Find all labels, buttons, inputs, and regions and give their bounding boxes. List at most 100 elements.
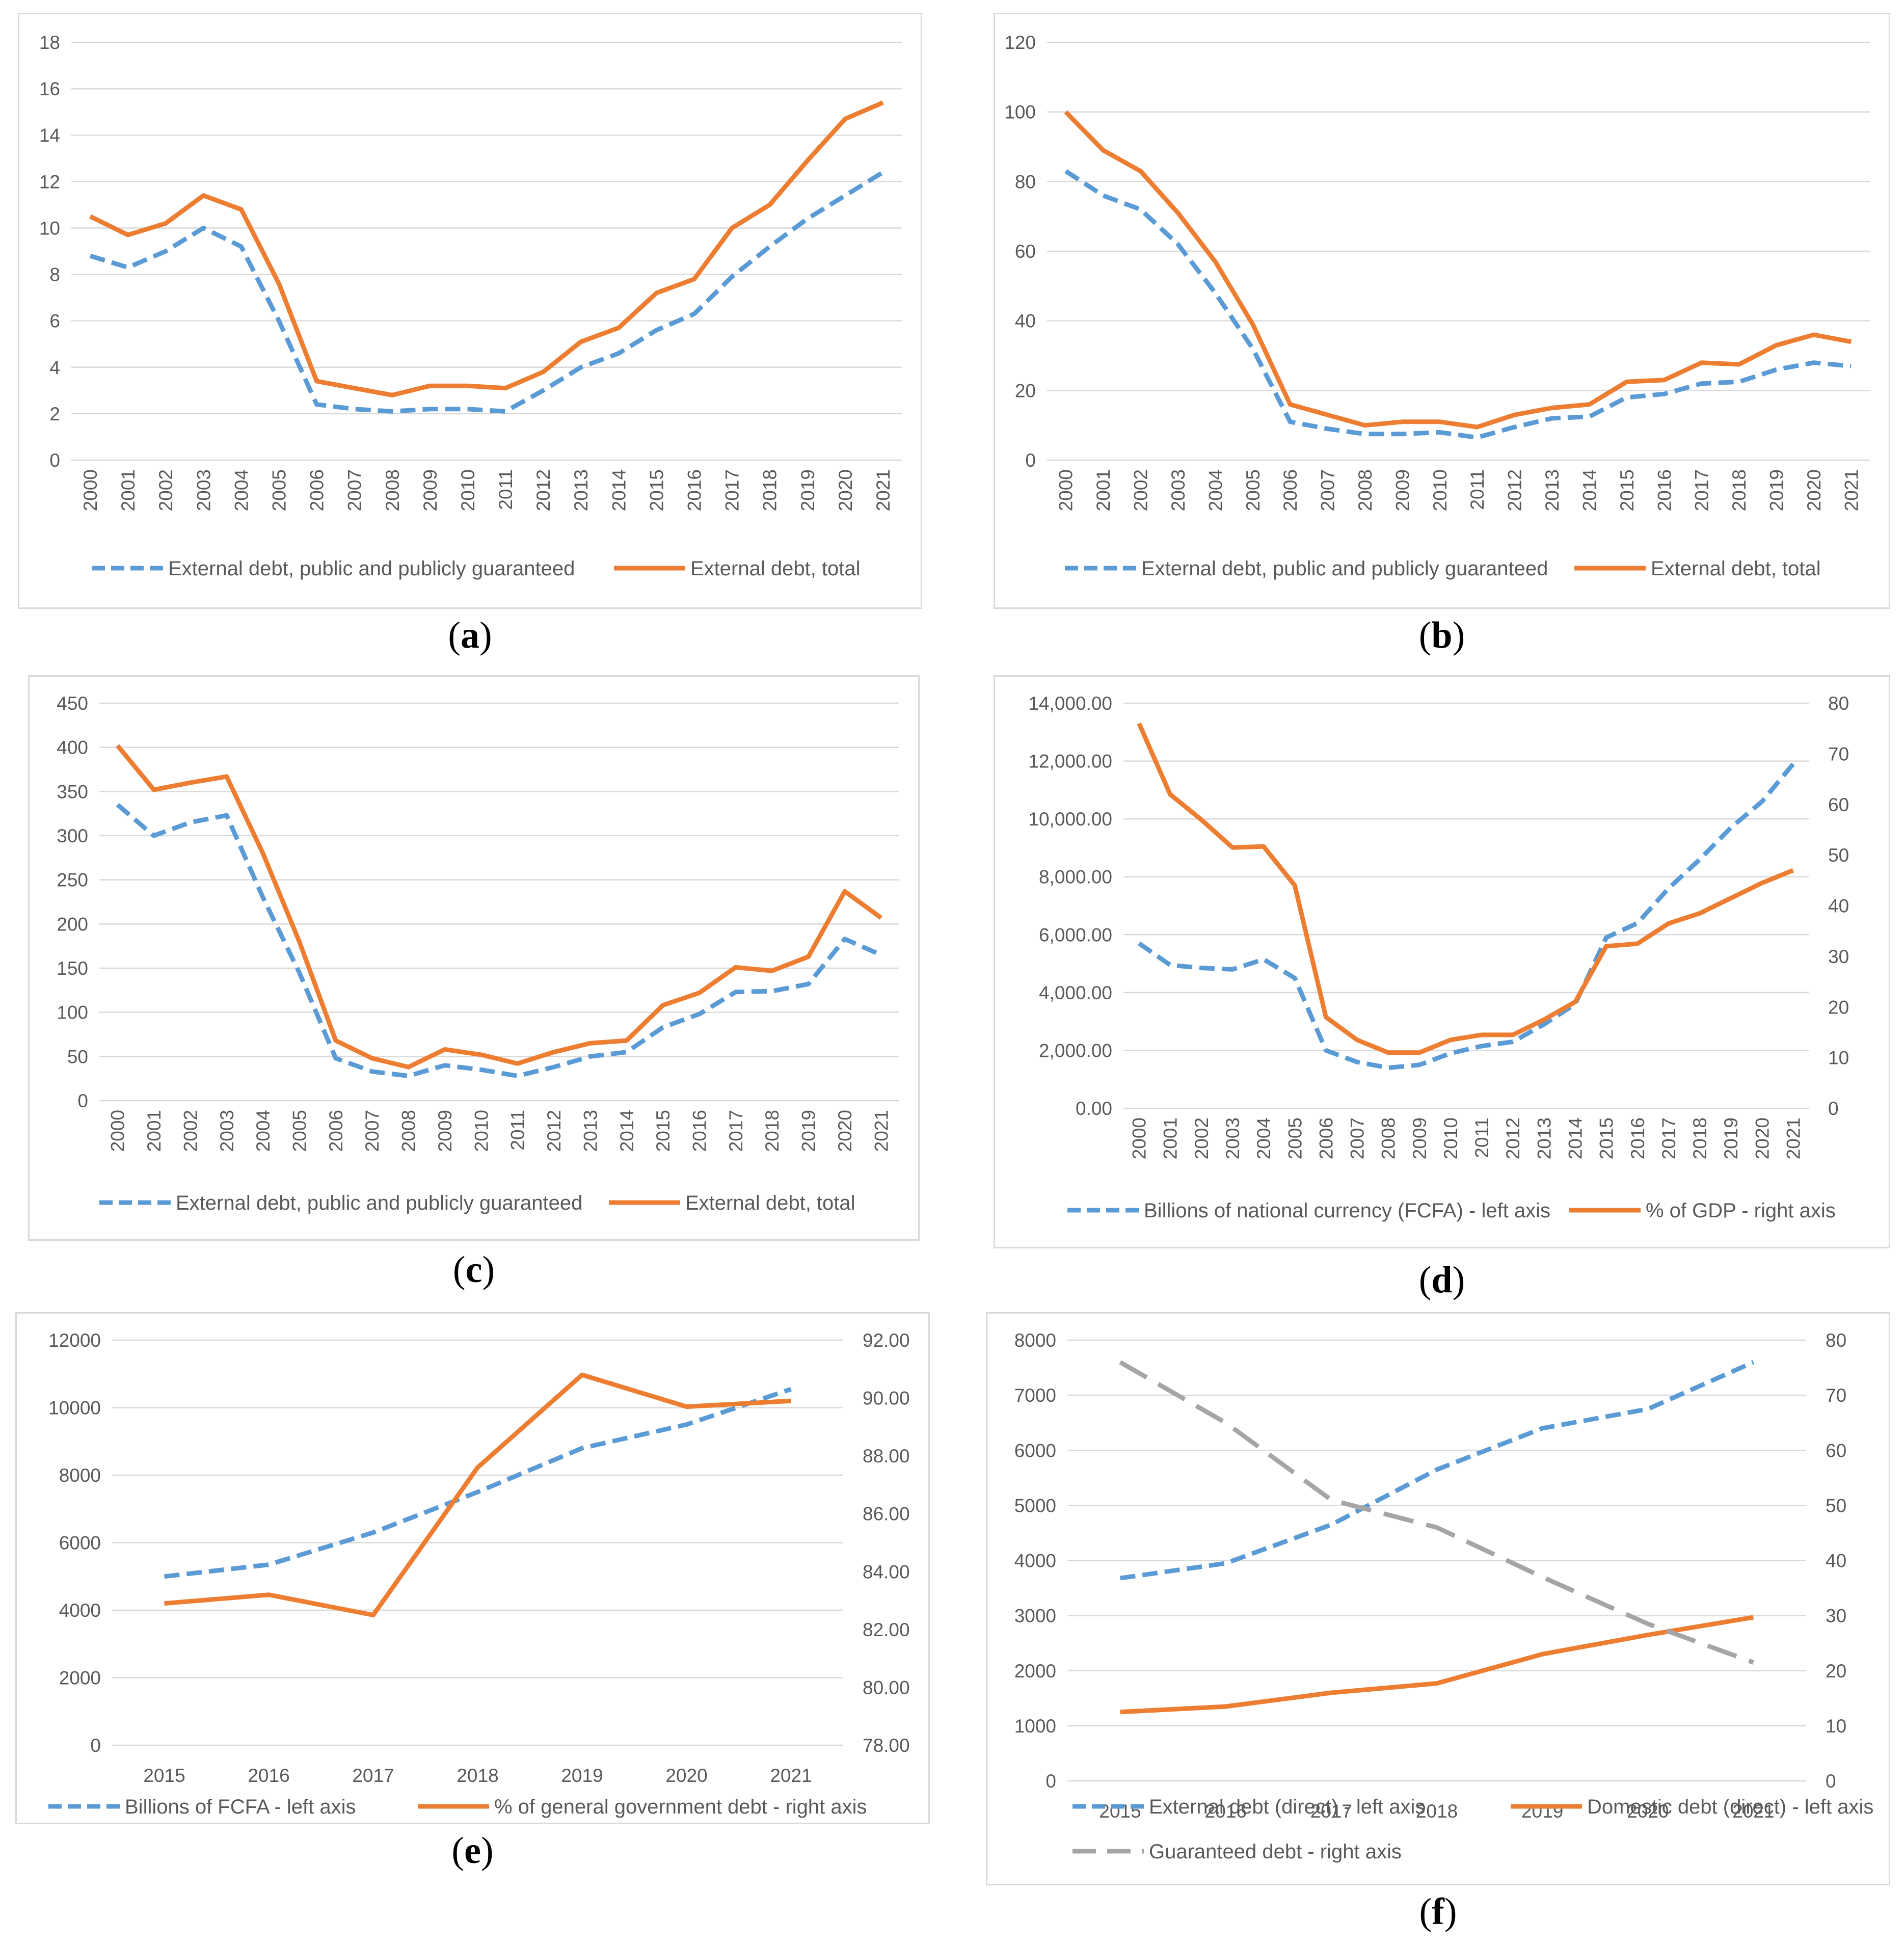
series-line-c-1: [116, 744, 882, 1070]
chart-frame-f: [986, 1312, 1890, 1885]
y2-tick-label-e: 88.00: [863, 1446, 910, 1467]
y-tick-label-c: 200: [57, 914, 88, 935]
x-tick-label-a: 2006: [307, 469, 328, 511]
caption-b: (b): [1418, 615, 1465, 656]
x-tick-label-a: 2003: [193, 469, 214, 511]
y-tick-label-a: 4: [49, 357, 60, 378]
x-tick-label-a: 2007: [344, 469, 365, 511]
y-tick-label-b: 80: [1015, 171, 1036, 192]
x-tick-label-b: 2000: [1056, 469, 1077, 511]
y-tick-label-d: 4,000.00: [1039, 982, 1112, 1003]
y2-tick-label-f: 80: [1826, 1330, 1846, 1351]
y2-tick-label-f: 70: [1826, 1385, 1846, 1406]
y-tick-label-f: 1000: [1014, 1716, 1056, 1737]
x-tick-label-a: 2012: [533, 469, 554, 511]
chart-c-svg: 0 50 100 150 200 250 300 350 400 450 2000 2001 2002 2…: [28, 675, 920, 1241]
x-tick-label-b: 2007: [1318, 469, 1338, 511]
x-tick-label-c: 2009: [435, 1110, 455, 1152]
x-tick-label-a: 2011: [495, 469, 516, 510]
x-tick-label-a: 2019: [797, 469, 818, 511]
x-tick-label-c: 2000: [108, 1110, 128, 1152]
y-tick-label-a: 14: [39, 125, 60, 146]
caption-a: (a): [448, 615, 492, 656]
y-tick-label-e: 12000: [48, 1330, 101, 1351]
x-tick-label-b: 2017: [1692, 469, 1712, 511]
y2-tick-label-f: 20: [1826, 1661, 1846, 1682]
y2-tick-label-d: 70: [1828, 743, 1849, 764]
x-tick-label-f: 2016: [1205, 1801, 1247, 1822]
series-line-a-0: [89, 170, 884, 414]
legend-label-e-0: Billions of FCFA - left axis: [125, 1796, 356, 1818]
x-tick-label-d: 2015: [1596, 1117, 1617, 1159]
y-tick-label-e: 6000: [59, 1533, 101, 1554]
x-tick-label-a: 2017: [722, 469, 743, 511]
x-tick-label-c: 2011: [507, 1110, 528, 1151]
y-tick-label-d: 8,000.00: [1039, 867, 1112, 888]
y2-tick-label-f: 60: [1826, 1440, 1846, 1461]
x-tick-label-a: 2021: [873, 469, 894, 511]
y-tick-label-f: 6000: [1014, 1440, 1056, 1461]
y2-tick-label-d: 20: [1828, 997, 1849, 1018]
x-tick-label-d: 2019: [1721, 1117, 1741, 1159]
y-tick-label-b: 20: [1015, 380, 1036, 401]
x-tick-label-b: 2006: [1280, 469, 1301, 511]
x-tick-label-c: 2003: [217, 1110, 237, 1152]
x-tick-label-e: 2021: [770, 1765, 812, 1786]
y-tick-label-a: 2: [49, 404, 60, 424]
chart-e-svg: 0 2000 4000 6000 8000 10000 12000 78.00 80.00 82.…: [15, 1312, 930, 1824]
x-tick-label-d: 2020: [1752, 1117, 1773, 1159]
legend-label-b-1: External debt, total: [1651, 557, 1821, 580]
y-tick-label-b: 100: [1004, 102, 1036, 123]
x-tick-label-c: 2007: [362, 1110, 383, 1152]
chart-panel-b: 0 20 40 60 80 100 120 2000 2001 2002 2003 2004 2005 2…: [994, 13, 1890, 609]
y-tick-label-e: 10000: [48, 1398, 101, 1419]
x-tick-label-c: 2010: [471, 1110, 492, 1152]
x-tick-label-c: 2008: [398, 1110, 419, 1152]
y-tick-label-a: 16: [39, 78, 60, 99]
x-tick-label-d: 2008: [1378, 1117, 1399, 1159]
x-tick-label-d: 2014: [1565, 1117, 1586, 1159]
y-tick-label-f: 3000: [1014, 1606, 1056, 1627]
chart-b-svg: 0 20 40 60 80 100 120 2000 2001 2002 2003 2004 2005 2…: [994, 13, 1890, 609]
y-tick-label-c: 350: [57, 781, 88, 802]
x-tick-label-e: 2016: [248, 1765, 289, 1786]
y-tick-label-f: 5000: [1014, 1495, 1056, 1516]
x-tick-label-a: 2016: [684, 469, 705, 511]
y-tick-label-b: 40: [1015, 311, 1036, 332]
series-line-d-0: [1138, 762, 1795, 1070]
x-tick-label-c: 2012: [544, 1110, 565, 1152]
y2-tick-label-e: 86.00: [863, 1504, 910, 1525]
series-line-f-0: [1119, 1360, 1755, 1581]
x-tick-label-b: 2015: [1617, 469, 1638, 511]
series-line-b-0: [1064, 169, 1852, 440]
y-tick-label-d: 2,000.00: [1039, 1040, 1112, 1061]
x-tick-label-a: 2000: [80, 469, 101, 511]
y-tick-label-a: 0: [49, 450, 60, 471]
x-tick-label-f: 2019: [1521, 1801, 1563, 1822]
series-line-d-1: [1137, 722, 1794, 1055]
y2-tick-label-e: 84.00: [863, 1561, 910, 1582]
x-tick-label-d: 2001: [1160, 1117, 1181, 1159]
x-tick-label-d: 2010: [1440, 1117, 1461, 1159]
chart-panel-d: 0.00 2,000.00 4,000.00 6,000.00 8,000.00 10,0…: [994, 675, 1890, 1248]
legend-label-a-0: External debt, public and publicly guara…: [168, 557, 575, 580]
x-tick-label-b: 2010: [1430, 469, 1451, 511]
x-tick-label-c: 2014: [616, 1110, 637, 1152]
y-tick-label-c: 300: [57, 825, 88, 846]
legend-label-a-1: External debt, total: [690, 557, 861, 580]
x-tick-label-e: 2018: [457, 1765, 498, 1786]
x-tick-label-c: 2001: [144, 1110, 165, 1152]
y2-tick-label-f: 50: [1826, 1495, 1846, 1516]
x-tick-label-c: 2017: [726, 1110, 746, 1152]
y-tick-label-d: 6,000.00: [1039, 924, 1112, 945]
x-tick-label-c: 2020: [835, 1110, 855, 1152]
x-tick-label-b: 2018: [1729, 469, 1750, 511]
y-tick-label-f: 0: [1045, 1771, 1056, 1792]
y2-tick-label-f: 0: [1826, 1771, 1836, 1792]
chart-f-svg: 0 1000 2000 3000 4000 5000 6000 7000 8000 0 10 20 30…: [986, 1312, 1890, 1885]
y-tick-label-c: 0: [77, 1090, 88, 1111]
y-tick-label-f: 7000: [1014, 1385, 1056, 1406]
chart-frame-e: [15, 1312, 930, 1824]
y-tick-label-d: 0.00: [1076, 1098, 1112, 1119]
y-tick-label-c: 150: [57, 958, 88, 979]
